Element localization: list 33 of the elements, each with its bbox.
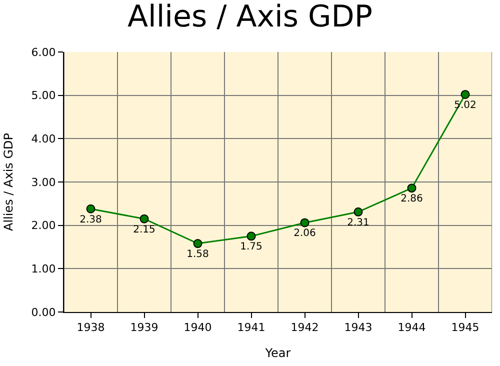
y-tick-label: 6.00 — [31, 46, 56, 59]
data-label: 2.31 — [347, 217, 370, 228]
data-label: 2.06 — [294, 228, 316, 240]
point — [300, 218, 310, 228]
y-axis-title: Allies / Axis GDP — [2, 132, 16, 232]
point — [86, 204, 96, 214]
point — [246, 232, 256, 241]
point — [140, 214, 149, 224]
x-tick-label: 1942 — [290, 321, 319, 334]
x-tick-label: 1940 — [184, 321, 212, 334]
data-label: 2.86 — [400, 194, 423, 205]
x-tick-label: 1941 — [237, 321, 266, 334]
x-axis-title: Year — [264, 346, 291, 360]
y-tick-label: 5.00 — [31, 89, 56, 102]
point — [460, 90, 470, 99]
y-tick-label: 2.00 — [31, 219, 56, 232]
x-tick-label: 1939 — [130, 321, 158, 334]
data-label: 2.38 — [80, 214, 102, 226]
point — [354, 207, 363, 216]
data-label: 1.75 — [240, 242, 262, 253]
x-tick-label: 1943 — [344, 321, 372, 334]
y-tick-label: 4.00 — [31, 132, 56, 146]
chart-title: Allies / Axis GDP — [127, 0, 373, 34]
point — [193, 239, 202, 248]
y-tick-label: 3.00 — [31, 176, 56, 189]
x-tick-label: 1944 — [398, 321, 426, 334]
data-label: 2.15 — [133, 224, 156, 236]
data-label: 1.58 — [186, 249, 209, 260]
x-tick-label: 1938 — [76, 321, 105, 334]
point — [407, 184, 416, 193]
y-tick-label: 1.00 — [31, 262, 56, 276]
x-tick-label: 1945 — [451, 321, 480, 334]
y-tick-label: 0.00 — [31, 306, 56, 319]
